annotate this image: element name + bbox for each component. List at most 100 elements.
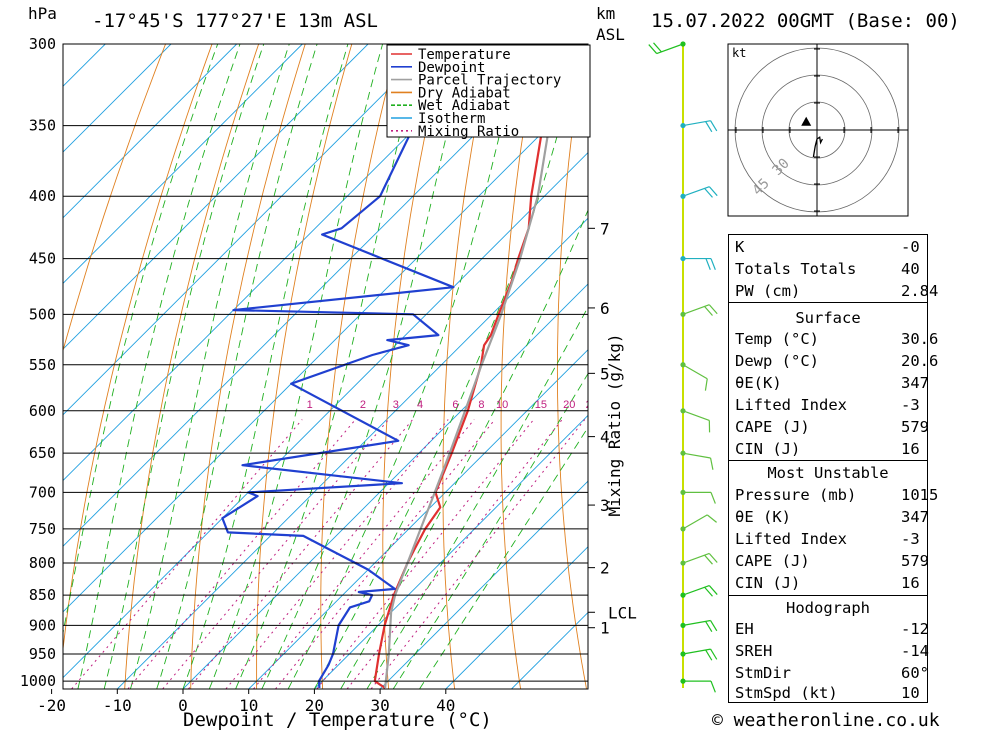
mixing-ratio-label: 25 — [586, 399, 598, 411]
isotherm-line — [116, 217, 588, 689]
height-tick-label: 6 — [600, 299, 610, 318]
wind-barb-flag — [710, 620, 718, 632]
pressure-tick-label: 400 — [29, 187, 56, 205]
legend-item-label: Parcel Trajectory — [418, 73, 561, 89]
axes: 3003504004505005506006507007508008509009… — [0, 35, 637, 715]
wind-level-marker — [680, 592, 686, 598]
index-row-pw: PW (cm) 2.84 — [735, 282, 939, 300]
wet-adiabat-line — [287, 44, 522, 689]
wind-barb-flag — [708, 553, 718, 563]
dry-adiabat-line — [500, 44, 539, 689]
storm-motion-marker — [801, 116, 812, 126]
height-tick-label: 4 — [600, 428, 610, 447]
index-row-k: K -0 — [735, 238, 920, 256]
table-divider — [729, 302, 927, 303]
wet-adiabat-line — [340, 209, 588, 689]
hodo-row-stmdir: StmDir 60° — [735, 664, 929, 682]
dry-adiabat-line — [63, 44, 167, 353]
wind-barb-flag — [710, 492, 716, 504]
dry-adiabat-line — [556, 44, 587, 689]
isotherm-line — [63, 44, 238, 219]
mixing-ratio-label: 10 — [496, 399, 508, 411]
wind-profile — [648, 41, 718, 693]
wet-adiabat-line — [208, 44, 384, 689]
mu-row-lifted-index: Lifted Index -3 — [735, 530, 920, 548]
mixing-ratio-label: 1 — [307, 399, 313, 411]
wind-barb-staff — [682, 552, 710, 564]
height-tick-label: 7 — [600, 219, 610, 238]
wind-level-marker — [680, 526, 686, 532]
wind-barb-staff — [656, 43, 684, 55]
pressure-tick-label: 850 — [29, 586, 56, 604]
pressure-tick-label: 1000 — [20, 672, 56, 690]
x-tick-label: 20 — [305, 696, 324, 715]
wet-adiabat-line — [156, 44, 318, 689]
x-axis-title: Dewpoint / Temperature (°C) — [183, 709, 492, 731]
isotherm-line — [63, 44, 435, 416]
surface-row-cin: CIN (J) 16 — [735, 440, 920, 458]
mixing-ratio-line — [370, 419, 586, 689]
km-unit-label: km — [596, 4, 616, 23]
datetime-title: 15.07.2022 00GMT (Base: 00) — [651, 10, 960, 32]
wet-adiabat-line — [392, 372, 588, 689]
hodo-row-stmspd: StmSpd (kt) 10 — [735, 684, 920, 702]
location-title: -17°45'S 177°27'E 13m ASL — [92, 10, 378, 32]
hodograph-trace — [812, 136, 823, 158]
copyright-text: © weatheronline.co.uk — [712, 710, 940, 731]
x-tick-label: 40 — [436, 696, 455, 715]
wind-barb-flag — [648, 44, 658, 54]
wind-barb-flag — [653, 42, 662, 53]
wind-barb-staff — [682, 186, 710, 197]
isotherm-line — [182, 283, 588, 689]
dry-adiabat-line — [124, 44, 260, 689]
legend-item-label: Dry Adiabat — [418, 85, 511, 101]
pressure-tick-label: 800 — [29, 554, 56, 572]
wind-barb-flag — [705, 258, 711, 270]
mu-row-cape: CAPE (J) 579 — [735, 552, 929, 570]
x-tick-label: -10 — [103, 696, 132, 715]
dry-adiabat-line — [256, 44, 353, 689]
wet-adiabat-line — [235, 44, 423, 689]
wet-adiabat-line — [129, 44, 290, 689]
plot-frame — [62, 43, 589, 690]
mixing-ratio-label: 6 — [452, 399, 458, 411]
mixing-ratio-label: 15 — [535, 399, 547, 411]
dry-adiabat-line — [63, 44, 213, 653]
legend-item-label: Mixing Ratio — [418, 124, 519, 140]
wind-barb-flag — [708, 585, 718, 595]
mixing-ratio-label: 4 — [417, 399, 423, 411]
surface-row-temp: Temp (°C) 30.6 — [735, 330, 939, 348]
mixing-ratio-line — [346, 419, 563, 689]
surface-row-dewp: Dewp (°C) 20.6 — [735, 352, 939, 370]
wind-barb-staff — [682, 584, 710, 596]
height-tick-label: 5 — [600, 364, 610, 383]
wet-adiabat-line — [314, 44, 582, 689]
pressure-tick-label: 900 — [29, 616, 56, 634]
pressure-tick-label: 450 — [29, 250, 56, 268]
dry-adiabat-line — [442, 44, 492, 689]
mixing-ratio-line — [253, 419, 475, 689]
isotherm-line — [63, 44, 303, 285]
wet-adiabat-line — [103, 44, 265, 689]
mixing-ratio-line — [316, 419, 535, 689]
pressure-tick-label: 750 — [29, 520, 56, 538]
dry-adiabat-line — [190, 44, 306, 689]
mu-row-cin: CIN (J) 16 — [735, 574, 920, 592]
surface-row-cape: CAPE (J) 579 — [735, 418, 929, 436]
mixing-ratio-axis-title: Mixing Ratio (g/kg) — [605, 333, 624, 517]
hodograph-unit-label: kt — [732, 46, 746, 60]
x-tick-label: -20 — [37, 696, 66, 715]
wind-barb-flag — [710, 120, 718, 132]
pressure-tick-label: 350 — [29, 117, 56, 135]
wind-barb-flag — [709, 457, 714, 470]
wet-adiabat-line — [419, 426, 588, 689]
wind-barb-flag — [710, 680, 716, 693]
x-tick-label: 0 — [178, 696, 188, 715]
isotherm-line — [63, 44, 500, 482]
wet-adiabat-line — [261, 44, 469, 689]
wind-barb-flag — [704, 187, 713, 198]
legend-item-label: Isotherm — [418, 111, 485, 127]
wet-adiabat-line — [366, 306, 588, 689]
wind-barb-flag — [705, 649, 713, 661]
